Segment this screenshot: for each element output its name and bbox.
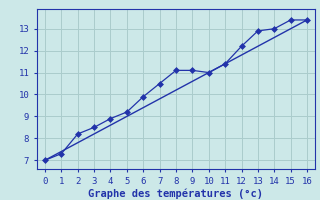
X-axis label: Graphe des températures (°c): Graphe des températures (°c) [89,188,263,199]
